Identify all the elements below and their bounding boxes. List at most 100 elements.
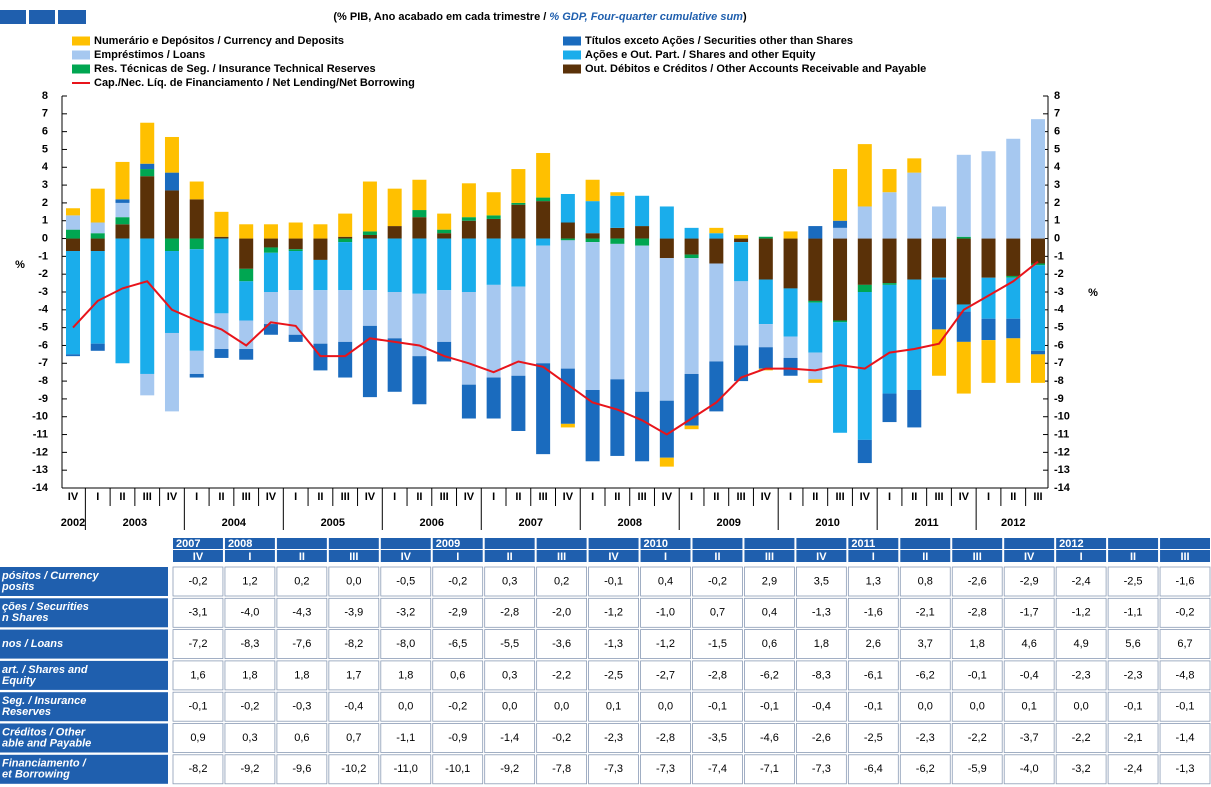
table-cell [847, 754, 899, 785]
y-tick-label: 2 [42, 197, 48, 209]
header-cell [1108, 550, 1159, 562]
table-cell [328, 566, 380, 597]
table-cell [796, 629, 847, 659]
bar-segment [313, 224, 328, 239]
year-label: 2002 [61, 517, 85, 529]
table-cell [899, 754, 951, 785]
table-quarter: I [872, 551, 875, 563]
bar-segment [536, 238, 551, 246]
header-cell [328, 550, 379, 562]
table-cell [1107, 629, 1159, 659]
table-value: 0,3 [242, 732, 257, 744]
row-label-cell [0, 660, 168, 690]
x-tick-label: III [934, 491, 943, 503]
bar-segment [808, 300, 823, 303]
table-cell [1107, 566, 1159, 597]
table-cell [224, 660, 276, 691]
table-quarter: II [299, 551, 305, 563]
bar-segment [412, 210, 427, 218]
table-value: -1,2 [1072, 607, 1091, 619]
bar-segment [66, 229, 80, 239]
bar-segment [808, 379, 823, 383]
x-tick-label: III [539, 491, 548, 503]
y-tick-label: -2 [38, 268, 48, 280]
table-value: -8,3 [812, 669, 831, 681]
table-cell [692, 566, 743, 597]
y2-tick-label: 0 [1054, 232, 1060, 244]
header-cell [796, 538, 847, 549]
x-tick-label: IV [167, 491, 178, 503]
bar-segment [808, 302, 823, 353]
table-value: 1,8 [398, 669, 413, 681]
legend-label: Empréstimos / Loans [94, 49, 205, 61]
header-cell [744, 538, 795, 549]
table-cell [328, 691, 380, 722]
bar-segment [1006, 138, 1021, 239]
year-label: 2007 [519, 517, 543, 529]
row-label: n Shares [2, 612, 48, 624]
bar-segment [684, 238, 699, 255]
bar-segment [66, 354, 80, 357]
header-cell [952, 550, 1003, 562]
table-cell [276, 629, 328, 659]
table-cell [536, 723, 588, 753]
table-value: -7,1 [760, 763, 779, 775]
bar-segment [783, 238, 798, 289]
bar-segment [585, 179, 600, 202]
table-cell [432, 566, 484, 597]
bar-segment [263, 292, 278, 325]
table-value: -0,2 [448, 575, 467, 587]
bar-segment [585, 201, 600, 234]
bar-segment [66, 238, 80, 252]
table-cell [380, 660, 432, 691]
table-quarter: IV [401, 551, 412, 563]
table-cell [1003, 629, 1055, 659]
table-value: -7,2 [188, 638, 207, 650]
bar-segment [214, 211, 229, 237]
bar-segment [635, 391, 650, 462]
table-cell [328, 597, 380, 628]
table-cell [380, 566, 432, 597]
bar-segment [734, 234, 749, 239]
table-value: 0,0 [398, 701, 413, 713]
table-value: -6,2 [760, 669, 779, 681]
table-value: 4,6 [1022, 638, 1037, 650]
table-value: -0,1 [864, 701, 883, 713]
table-quarter: III [557, 551, 566, 563]
table-quarter: IV [1024, 551, 1035, 563]
bar-segment [882, 192, 897, 239]
bar-segment [461, 220, 476, 239]
bar-segment [486, 218, 501, 239]
table-cell [536, 754, 588, 785]
table-value: 0,0 [346, 575, 361, 587]
bar-segment [585, 238, 600, 243]
header-cell [1160, 550, 1210, 562]
row-label: able and Payable [2, 737, 91, 749]
header-cell [173, 538, 223, 549]
bar-segment [511, 286, 526, 376]
y-tick-label: -12 [32, 446, 48, 458]
table-year: 2007 [176, 538, 200, 550]
bar-segment [783, 336, 798, 358]
y2-tick-label: 2 [1054, 197, 1060, 209]
bar-segment [783, 357, 798, 376]
table-cell [1159, 629, 1211, 659]
row-label: et Borrowing [2, 769, 70, 781]
x-tick-label: III [835, 491, 844, 503]
table-cell [224, 691, 276, 722]
table-value: 1,3 [866, 575, 881, 587]
bar-segment [239, 224, 254, 239]
y2-tick-label: 3 [1054, 179, 1060, 191]
table-value: 0,0 [554, 701, 569, 713]
table-cell [1107, 691, 1159, 722]
logo [58, 10, 86, 24]
bar-segment [1006, 238, 1021, 276]
table-cell [1159, 723, 1211, 753]
bar-segment [808, 352, 823, 380]
table-value: -0,1 [604, 575, 623, 587]
bar-segment [387, 226, 402, 239]
bar-segment [164, 172, 179, 191]
bar-segment [833, 227, 848, 239]
row-label-cell [0, 567, 168, 596]
table-cell [796, 691, 847, 722]
